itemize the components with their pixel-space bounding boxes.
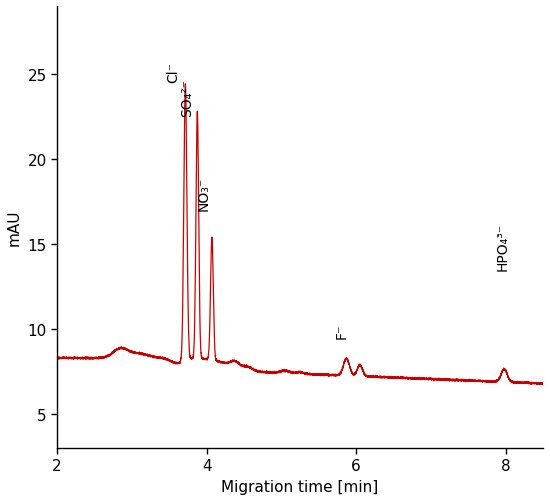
Y-axis label: mAU: mAU: [7, 209, 22, 246]
Text: SO₄²⁻: SO₄²⁻: [180, 79, 194, 117]
X-axis label: Migration time [min]: Migration time [min]: [222, 479, 379, 494]
Text: HPO₄³⁻: HPO₄³⁻: [496, 222, 509, 270]
Text: Cl⁻: Cl⁻: [167, 62, 180, 83]
Text: F⁻: F⁻: [335, 323, 349, 338]
Text: NO₃⁻: NO₃⁻: [196, 176, 211, 210]
